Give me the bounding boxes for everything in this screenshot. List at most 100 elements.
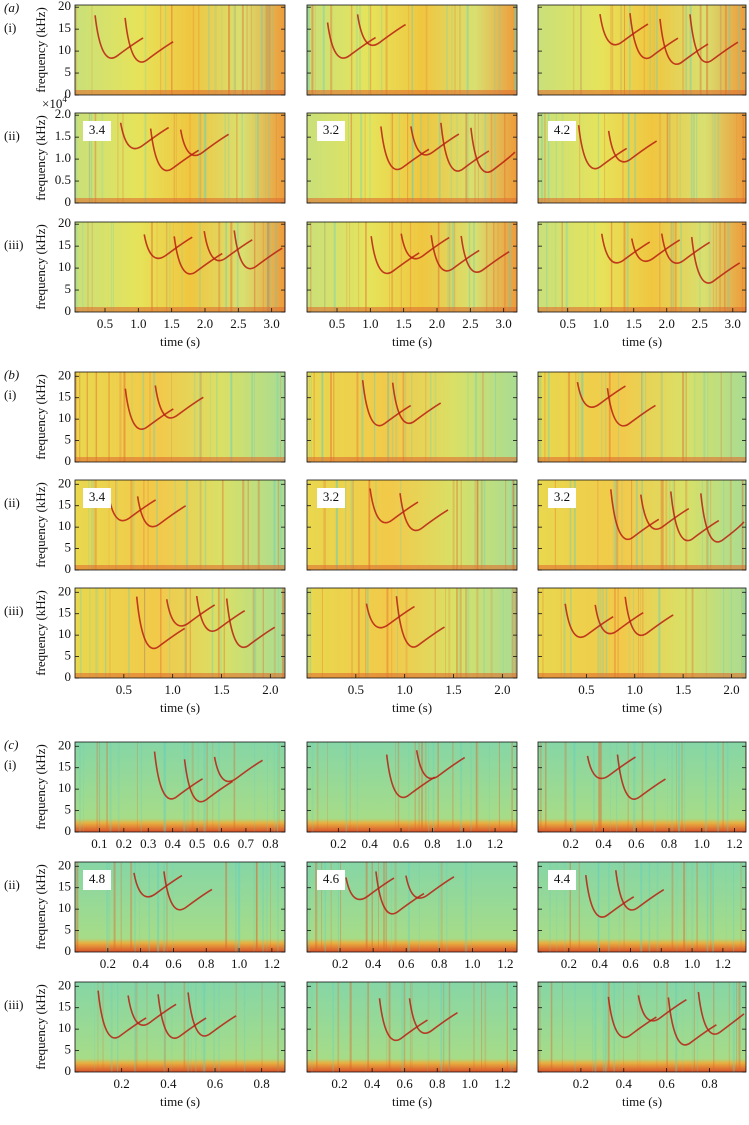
y-tick-label: 20 xyxy=(58,475,71,490)
spectrogram-streak xyxy=(395,372,398,462)
spectrogram-streak xyxy=(79,372,81,462)
x-tick-label: 2.5 xyxy=(230,316,246,331)
spectrogram-streak xyxy=(676,862,678,952)
call-trace xyxy=(606,388,656,427)
x-tick-label: 1.2 xyxy=(497,956,513,971)
spectrogram-streak xyxy=(691,862,694,952)
spectrogram-streak xyxy=(333,372,335,462)
spectrogram xyxy=(538,588,746,678)
spectrogram-streak xyxy=(597,862,600,952)
spectrogram-streak xyxy=(171,372,172,462)
spectrogram-streak xyxy=(607,982,610,1072)
spectrogram-streak xyxy=(108,862,111,952)
spectrogram-streak xyxy=(411,372,413,462)
spectrogram-streak xyxy=(198,113,201,203)
spectrogram-streak xyxy=(428,982,430,1072)
spectrogram-streak xyxy=(401,982,404,1072)
spectrogram-streak xyxy=(539,372,542,462)
spectrogram-streak xyxy=(175,113,177,203)
spectrogram-streak xyxy=(402,372,404,462)
spectrogram-streak xyxy=(490,588,493,678)
y-tick-label: 10 xyxy=(58,259,71,274)
spectrogram-streak xyxy=(494,5,496,95)
spectrogram-streak xyxy=(339,862,342,952)
spectrogram-streak xyxy=(160,588,162,678)
call-trace xyxy=(586,755,636,780)
spectrogram-streak xyxy=(394,862,397,952)
spectrogram-streak xyxy=(330,5,333,95)
spectrogram-streak xyxy=(476,480,479,570)
spectrogram-streak xyxy=(253,588,255,678)
spectrogram-streak xyxy=(218,222,221,312)
spectrogram-streak xyxy=(185,480,189,570)
call-trace xyxy=(594,604,644,635)
call-trace xyxy=(630,238,681,263)
spectrogram-streak xyxy=(459,5,461,95)
spectrogram-streak xyxy=(581,372,584,462)
spectrogram-streak xyxy=(368,480,369,570)
spectrogram-streak xyxy=(446,5,448,95)
spectrogram-streak xyxy=(88,113,90,203)
spectrogram-streak xyxy=(421,742,424,832)
spectrogram-streak xyxy=(385,862,387,952)
call-trace xyxy=(607,130,658,163)
spectrogram-streak xyxy=(490,113,493,203)
annotation-box xyxy=(317,488,345,508)
spectrogram-streak xyxy=(452,742,454,832)
spectrogram-streak xyxy=(206,742,208,832)
spectrogram-streak xyxy=(717,742,719,832)
spectrogram-streak xyxy=(713,113,716,203)
spectrogram-streak xyxy=(106,862,109,952)
spectrogram-streak xyxy=(427,113,430,203)
spectrogram-streak xyxy=(446,862,448,952)
y-tick-label: 0 xyxy=(65,453,72,468)
annotation: 3.4 xyxy=(89,122,106,137)
spectrogram-streak xyxy=(309,372,311,462)
spectrogram-streak xyxy=(641,372,644,462)
noise-floor xyxy=(307,457,517,462)
spectrogram-streak xyxy=(547,372,550,462)
spectrogram-streak xyxy=(565,222,568,312)
call-trace xyxy=(356,14,406,47)
spectrogram-streak xyxy=(424,742,427,832)
y-tick-label: 0 xyxy=(65,669,72,684)
spectrogram-streak xyxy=(633,742,636,832)
spectrogram-streak xyxy=(322,5,325,95)
spectrogram-streak xyxy=(256,862,258,952)
call-trace xyxy=(106,489,157,522)
noise-floor xyxy=(307,307,517,312)
x-tick-label: 1.0 xyxy=(130,316,146,331)
spectrogram-streak xyxy=(420,113,422,203)
spectrogram-streak xyxy=(388,982,391,1072)
x-tick-label: 0.2 xyxy=(563,836,579,851)
spectrogram-streak xyxy=(270,862,271,952)
spectrogram-streak xyxy=(408,5,410,95)
spectrogram-streak xyxy=(97,588,99,678)
x-axis-label: time (s) xyxy=(622,1094,662,1109)
spectrogram-streak xyxy=(620,5,622,95)
spectrogram-streak xyxy=(476,742,479,832)
spectrogram-streak xyxy=(480,480,482,570)
spectrogram-streak xyxy=(388,222,390,312)
spectrogram-streak xyxy=(569,480,572,570)
spectrogram-streak xyxy=(683,862,686,952)
spectrogram-streak xyxy=(674,222,677,312)
spectrogram-streak xyxy=(134,862,136,952)
panel-frame xyxy=(306,981,518,1073)
spectrogram-streak xyxy=(321,372,324,462)
spectrogram-streak xyxy=(198,5,200,95)
row-label: (iii) xyxy=(4,237,24,252)
spectrogram-streak xyxy=(661,372,663,462)
spectrogram-streak xyxy=(722,480,725,570)
spectrogram-streak xyxy=(730,372,732,462)
annotation: 3.2 xyxy=(554,489,570,504)
spectrogram-streak xyxy=(425,5,428,95)
spectrogram-streak xyxy=(314,5,316,95)
spectrogram-streak xyxy=(310,372,312,462)
panel-frame xyxy=(74,861,286,953)
x-tick-label: 2.5 xyxy=(462,316,478,331)
call-trace xyxy=(629,13,679,60)
spectrogram-streak xyxy=(740,862,743,952)
spectrogram-streak xyxy=(631,480,633,570)
spectrogram-streak xyxy=(741,222,743,312)
